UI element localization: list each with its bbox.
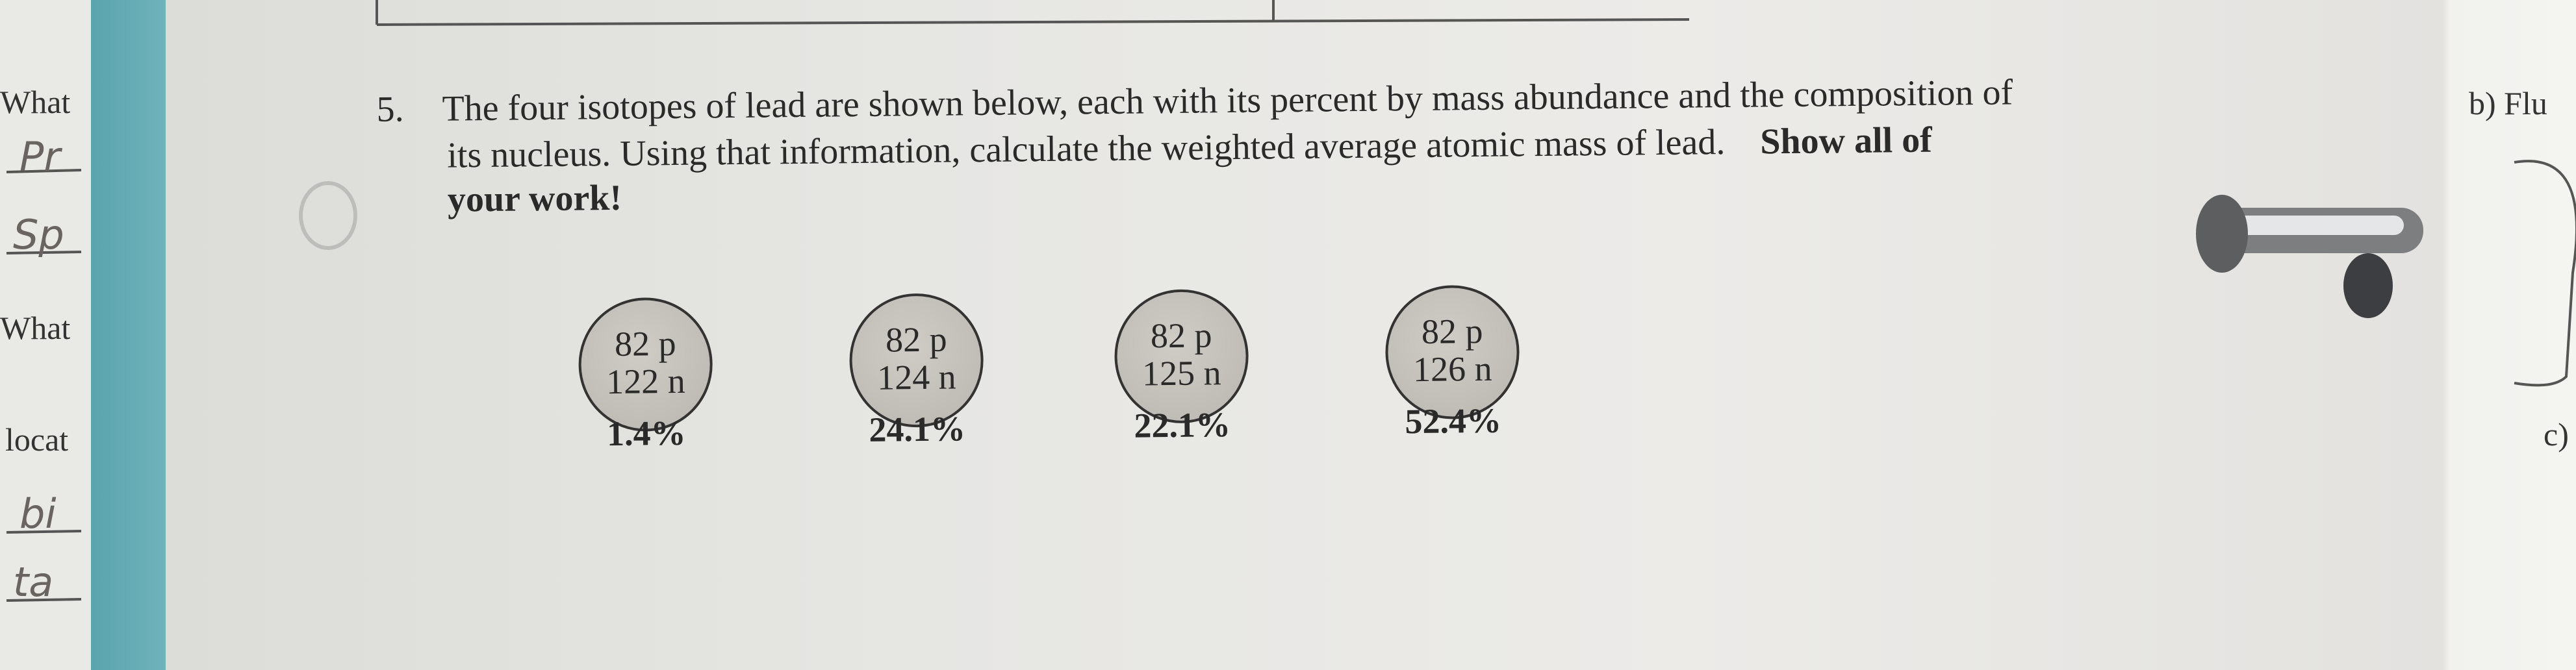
question-number: 5. [376,89,404,130]
binder-ring [2196,195,2423,318]
handwriting: Sp [13,211,64,258]
blank-line [6,598,82,602]
isotope-nucleus: 82 p 122 n [578,297,713,432]
handwriting: bi [19,490,57,538]
margin-text: b) Flu [2469,85,2547,121]
handwriting: Pr [19,133,60,180]
handwriting: ta [13,558,54,606]
emphasis: your work! [447,177,622,220]
blank-line [6,530,82,534]
protons: 82 p [1421,311,1483,351]
blank-line [6,169,82,173]
protons: 82 p [1150,316,1212,356]
abundance: 52.4% [1405,401,1502,441]
neutrons: 124 n [876,357,956,397]
abundance: 24.1% [869,409,966,449]
hole-punch [299,181,357,250]
neutrons: 125 n [1141,353,1221,393]
table-line [376,18,1690,26]
neutrons: 126 n [1412,349,1492,390]
emphasis: Show all of [1759,119,1933,162]
blank-line [6,251,82,254]
margin-text: c) [2544,416,2569,453]
margin-text: What [0,310,71,346]
protons: 82 p [614,323,676,364]
abundance: 22.1% [1134,405,1231,445]
bracket [2514,160,2576,387]
margin-text: What [0,84,71,120]
protons: 82 p [885,319,947,360]
margin-text: locat [5,421,69,458]
abundance: 1.4% [606,413,686,454]
neutrons: 122 n [606,361,685,402]
